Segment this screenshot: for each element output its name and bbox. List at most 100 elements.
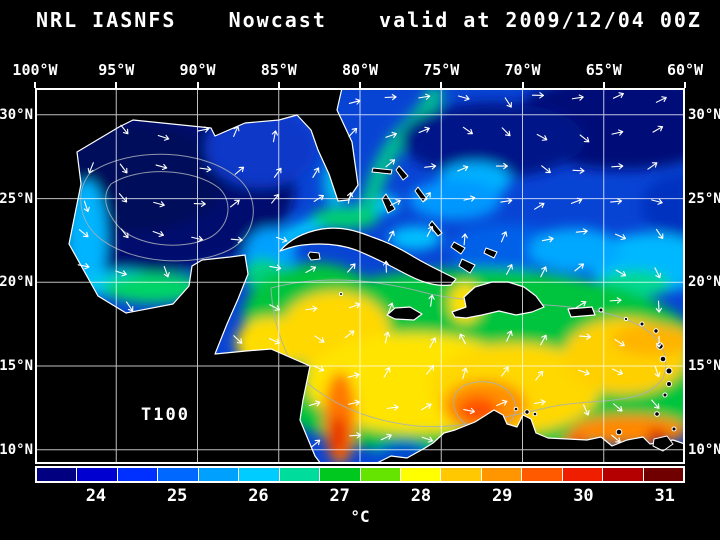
current-vector-arrow — [501, 366, 509, 377]
tick-mark — [359, 82, 361, 88]
current-vector-arrow — [310, 439, 321, 448]
title-valid-time: valid at 2009/12/04 00Z — [379, 8, 702, 32]
current-vector-arrow — [305, 305, 318, 312]
current-vector-arrow — [155, 163, 168, 171]
current-vector-arrow — [193, 200, 206, 208]
current-vector-arrow — [533, 399, 546, 406]
colorbar-segment — [197, 468, 239, 481]
current-vector-arrow — [609, 297, 622, 304]
current-vector-arrow — [199, 166, 212, 173]
current-vector-arrow — [152, 230, 165, 238]
current-vector-arrow — [655, 335, 663, 348]
current-vector-arrow — [153, 201, 165, 208]
current-vector-arrow — [384, 93, 397, 101]
longitude-tick-label: 80°W — [341, 61, 379, 79]
current-vector-arrow — [308, 400, 321, 407]
landmass-jamaica — [386, 306, 423, 321]
current-vector-arrow — [579, 134, 590, 143]
current-vector-arrow — [426, 225, 434, 237]
current-vector-arrow — [230, 199, 240, 208]
latitude-tick-label: 20°N — [0, 274, 33, 291]
latitude-axis-right: 30°N 25°N 20°N 15°N 10°N — [688, 88, 720, 464]
current-vector-arrow — [647, 162, 658, 170]
colorbar-segment — [561, 468, 603, 481]
current-vector-arrow — [119, 163, 128, 174]
map-plot-area: T100 — [35, 88, 685, 464]
current-vector-arrow — [387, 230, 395, 242]
current-vector-arrow — [426, 364, 435, 375]
current-vector-arrow — [574, 263, 585, 272]
current-vector-arrow — [575, 300, 587, 308]
landmass-hispaniola — [451, 281, 545, 319]
current-vector-arrow — [429, 337, 437, 349]
current-vector-arrow — [385, 131, 397, 138]
title-model-name: NRL IASNFS — [36, 8, 177, 32]
temperature-field — [35, 88, 685, 464]
tick-mark — [34, 82, 36, 88]
longitude-tick-label: 95°W — [98, 61, 135, 79]
current-vector-arrow — [540, 266, 547, 278]
current-vector-arrow — [541, 236, 554, 243]
latitude-tick-label: 20°N — [688, 274, 720, 291]
current-vector-arrow — [230, 236, 243, 243]
colorbar-tick-label: 25 — [166, 486, 188, 506]
latitude-tick-label: 25°N — [688, 190, 720, 207]
current-vector-arrow — [348, 399, 360, 406]
colorbar-segment — [76, 468, 117, 481]
colorbar-segment — [37, 468, 77, 481]
current-vector-arrow — [575, 228, 588, 235]
colorbar-unit-label: °C — [350, 507, 370, 526]
colorbar-segment — [602, 468, 643, 481]
current-vector-arrow — [572, 167, 585, 174]
longitude-axis: 100°W 95°W 90°W 85°W 80°W 75°W 70°W 65°W 60°W — [12, 61, 703, 79]
current-vector-arrow — [651, 198, 663, 205]
current-vector-arrow — [571, 94, 584, 101]
current-vector-arrow — [655, 300, 663, 313]
current-vector-arrow — [500, 231, 508, 243]
colorbar-tick-label: 26 — [248, 486, 269, 506]
current-vector-arrow — [118, 193, 128, 203]
current-vector-arrow — [457, 94, 470, 102]
tick-mark — [115, 82, 118, 88]
colorbar-tick-label: 27 — [329, 486, 350, 506]
current-vector-arrow — [348, 302, 361, 309]
current-vector-arrow — [268, 338, 281, 345]
current-vector-arrow — [611, 129, 624, 136]
landmass-south-america — [374, 409, 685, 464]
current-vector-arrow — [421, 436, 434, 443]
current-vector-arrow — [348, 127, 358, 137]
current-vector-arrow — [275, 236, 288, 243]
current-vector-arrow — [535, 370, 544, 381]
current-vector-arrow — [387, 302, 394, 314]
current-vector-arrow — [579, 333, 592, 340]
current-vector-arrow — [83, 200, 90, 213]
current-vector-arrow — [540, 334, 547, 346]
current-vector-arrow — [120, 228, 129, 239]
tick-mark — [521, 82, 524, 88]
current-vector-arrow — [380, 433, 392, 441]
latitude-tick-label: 15°N — [688, 358, 720, 374]
current-vector-arrow — [424, 163, 437, 170]
colorbar-segment — [521, 468, 562, 481]
colorbar-segment — [642, 468, 683, 481]
current-vector-arrow — [349, 432, 362, 439]
current-vector-arrow — [611, 434, 621, 443]
current-vector-arrow — [504, 97, 512, 108]
latitude-tick-label: 10°N — [688, 441, 720, 458]
current-vector-arrow — [344, 330, 355, 339]
tick-mark — [277, 82, 280, 88]
current-vector-arrow — [87, 162, 94, 174]
field-label: T100 — [141, 405, 190, 425]
current-vector-arrow — [541, 165, 551, 174]
current-vector-arrow — [654, 267, 662, 279]
current-vector-arrow — [418, 126, 430, 134]
landmass-bahamas — [371, 165, 498, 274]
graticule — [35, 88, 685, 464]
current-vector-arrow — [389, 199, 401, 206]
current-vector-arrow — [463, 407, 476, 415]
colorbar-tick-label: 31 — [654, 486, 675, 506]
colorbar-segment — [480, 468, 522, 481]
landmass-isla-juventud — [307, 251, 321, 261]
current-vector-arrow — [125, 301, 134, 312]
current-vector-arrow — [271, 193, 280, 204]
